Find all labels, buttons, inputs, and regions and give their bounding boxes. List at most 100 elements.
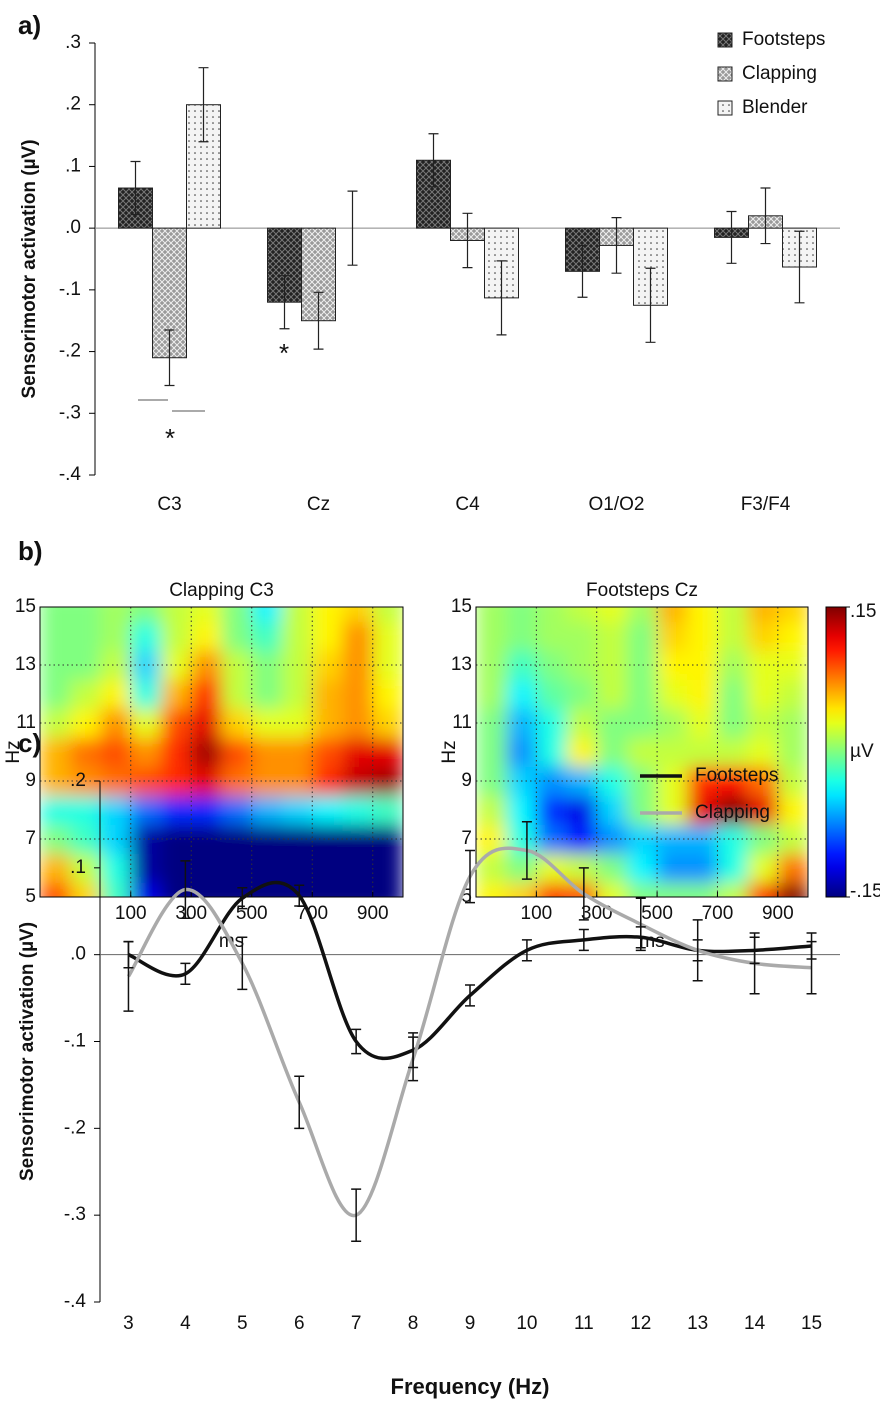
heatmap-cell [596, 621, 628, 651]
x-tick-label: 12 [630, 1313, 651, 1334]
heatmap-cell [40, 737, 71, 767]
y-tick-label: 13 [451, 654, 472, 675]
x-tick-label: 900 [762, 903, 794, 924]
heatmap-cell [342, 824, 374, 854]
heatmap-cell [100, 621, 132, 651]
x-tick-label: C4 [455, 494, 480, 515]
heatmap-cell [312, 679, 343, 709]
heatmap-cell [191, 607, 222, 622]
error-bar-line [198, 67, 209, 143]
heatmap-cell [506, 795, 537, 825]
error-bar-line [130, 160, 141, 216]
heatmap-cell [342, 882, 374, 897]
heatmap-cell [221, 607, 253, 622]
heatmap-cell [161, 621, 192, 651]
heatmap-cell [40, 853, 71, 883]
heatmap-cell [777, 795, 808, 825]
heatmap-cell [221, 621, 253, 651]
heatmap-cell [626, 737, 658, 767]
heatmap-cell [747, 679, 779, 709]
error-bar [465, 984, 475, 1007]
x-tick-label: 500 [641, 903, 673, 924]
y-tick-label: 11 [16, 712, 36, 733]
heatmap-cell [282, 795, 313, 825]
y-axis-label: Sensorimotor activation (µV) [19, 139, 40, 398]
heatmap-cell [566, 679, 598, 709]
colorbar-tick-label: -.15 [850, 881, 880, 902]
error-bar [611, 217, 622, 274]
heatmap-cell [596, 795, 628, 825]
heatmap-cell [372, 650, 403, 680]
heatmap-cell [130, 607, 162, 622]
heatmap-cell [717, 679, 749, 709]
heatmap-cell [626, 853, 658, 883]
error-bar-line [428, 133, 439, 188]
heatmap-cell [687, 824, 718, 854]
heatmap-cell [130, 795, 162, 825]
error-bar [237, 936, 248, 991]
heatmap-cell [251, 679, 283, 709]
heatmap-cell [282, 853, 313, 883]
heatmap-cell [596, 882, 628, 897]
heatmap-cell [251, 607, 283, 622]
x-tick-label: 300 [581, 903, 613, 924]
panel-label: a) [18, 10, 41, 40]
heatmap-clip [476, 607, 808, 897]
y-axis-label: Hz [439, 740, 460, 763]
panel-label: b) [18, 536, 43, 566]
error-bar [749, 932, 760, 995]
error-bar-line [611, 217, 622, 274]
heatmap-cell [342, 679, 374, 709]
heatmap-cell [100, 795, 132, 825]
heatmap-cell [221, 882, 253, 897]
heatmap-cell [687, 853, 718, 883]
heatmap-cell [70, 737, 101, 767]
y-tick-label: 15 [15, 596, 36, 617]
y-tick-label: 9 [461, 770, 472, 791]
heatmap-cell [312, 795, 343, 825]
heatmap-cell [251, 795, 283, 825]
heatmap-cell [372, 708, 403, 738]
error-bar [347, 190, 358, 266]
heatmap-cell [40, 607, 71, 622]
line [127, 880, 812, 1060]
error-bar [428, 133, 439, 188]
y-tick-label: 15 [451, 596, 472, 617]
heatmap-cell [476, 853, 507, 883]
heatmap-cell [536, 737, 568, 767]
heatmap-cell [596, 853, 628, 883]
error-bar [408, 1036, 419, 1082]
legend-label: Clapping [695, 802, 770, 823]
heatmap-cell [372, 824, 403, 854]
error-bar [198, 67, 209, 143]
heatmap-cell [372, 679, 403, 709]
heatmap-cell [100, 607, 132, 622]
error-bar [313, 291, 324, 350]
heatmap-cell [342, 607, 374, 622]
legend-label: Footsteps [742, 29, 825, 50]
x-tick-label: 700 [296, 903, 328, 924]
plot-frame [39, 606, 404, 898]
legend-label: Clapping [742, 63, 817, 84]
heatmap-cell [657, 824, 688, 854]
error-bar-line [347, 190, 358, 266]
heatmap-cell [40, 679, 71, 709]
y-axis-label: Sensorimotor activation (µV) [17, 922, 38, 1181]
error-bar [496, 260, 507, 336]
heatmap-cell [687, 795, 718, 825]
error-bar [692, 919, 703, 982]
heatmap-cell [566, 607, 598, 622]
error-bar [180, 962, 191, 985]
heatmap-title: Clapping C3 [169, 580, 274, 601]
x-tick-label: 900 [357, 903, 389, 924]
x-tick-label: 6 [294, 1313, 305, 1334]
heatmap-cell [100, 737, 132, 767]
x-tick-label: 5 [237, 1313, 248, 1334]
x-tick-label: 300 [175, 903, 207, 924]
heatmap-cell [596, 737, 628, 767]
x-tick-label: 9 [465, 1313, 476, 1334]
y-tick-label: -.2 [59, 341, 81, 362]
error-bar-line [726, 210, 737, 264]
heatmap-cell [687, 737, 718, 767]
error-bar [521, 821, 532, 880]
